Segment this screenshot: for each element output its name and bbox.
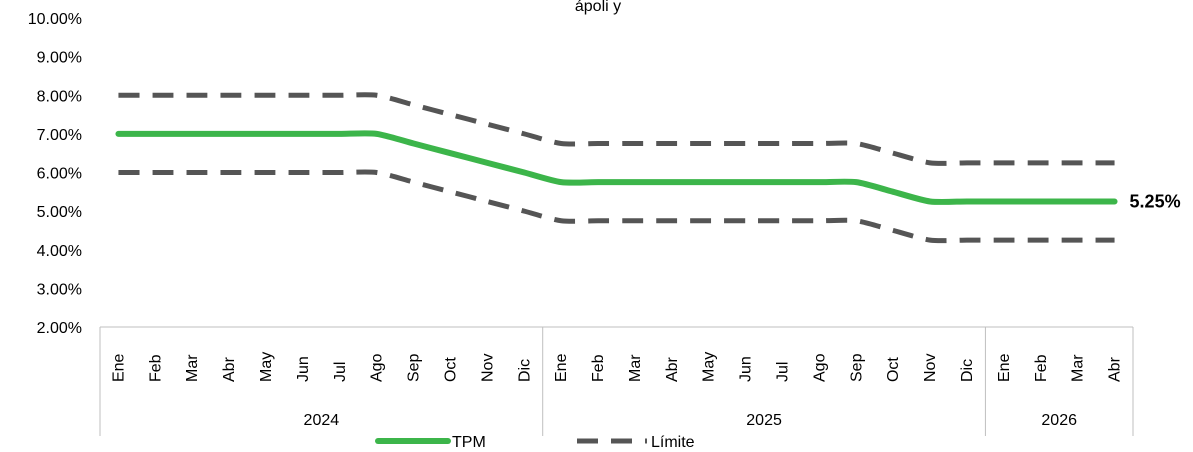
- series-group: 5.25%: [115, 92, 1181, 244]
- x-tick-label: Sep: [406, 353, 423, 382]
- last-value-label: 5.25%: [1130, 191, 1181, 211]
- series-line-limite: [118, 92, 1115, 166]
- x-axis: Ene Feb Mar Abr May Jun Jul Ago Sep Oct Nov Dic Ene F…: [99, 326, 1134, 436]
- y-tick-label: 9.00%: [37, 50, 82, 67]
- y-axis: 2.00% 3.00% 4.00% 5.00% 6.00% 7.00% 8.00% 9.00%…: [28, 11, 82, 337]
- x-tick-label: Feb: [590, 354, 607, 382]
- series-line-tpm: [115, 130, 1118, 205]
- x-tick-label: Ene: [110, 353, 127, 382]
- x-tick-label: Abr: [1107, 356, 1124, 382]
- y-tick-label: 3.00%: [37, 281, 82, 298]
- y-tick-label: 2.00%: [37, 320, 82, 337]
- year-label: 2025: [746, 412, 782, 429]
- x-tick-label: Jun: [295, 356, 312, 382]
- legend-label: TPM: [452, 434, 486, 451]
- x-tick-label: Nov: [479, 354, 496, 382]
- y-tick-label: 6.00%: [37, 166, 82, 183]
- x-tick-label: Jul: [775, 362, 792, 382]
- year-label: 2024: [304, 412, 340, 429]
- x-tick-label: Mar: [627, 354, 644, 382]
- x-tick-label: Abr: [221, 356, 238, 382]
- x-tick-label: Mar: [184, 354, 201, 382]
- y-tick-label: 4.00%: [37, 243, 82, 260]
- y-tick-label: 7.00%: [37, 127, 82, 144]
- y-tick-label: 5.00%: [37, 204, 82, 221]
- legend-label: Límite: [651, 434, 695, 451]
- x-tick-label: May: [701, 352, 718, 382]
- year-label: 2026: [1041, 412, 1077, 429]
- x-tick-label: Ene: [553, 353, 570, 382]
- x-tick-label: Jul: [332, 362, 349, 382]
- x-tick-label: Oct: [442, 357, 459, 382]
- x-tick-label: Feb: [147, 354, 164, 382]
- x-tick-label: Abr: [664, 356, 681, 382]
- chart-title-fragment: ápoli y: [575, 0, 621, 15]
- x-tick-label: Ago: [369, 353, 386, 382]
- x-tick-label: Ene: [996, 353, 1013, 382]
- x-tick-label: Sep: [848, 353, 865, 382]
- x-tick-label: May: [258, 352, 275, 382]
- x-tick-label: Ago: [811, 353, 828, 382]
- x-tick-label: Oct: [885, 357, 902, 382]
- x-tick-label: Dic: [959, 359, 976, 382]
- y-tick-label: 8.00%: [37, 88, 82, 105]
- x-tick-label: Nov: [922, 354, 939, 382]
- x-tick-label: Feb: [1033, 354, 1050, 382]
- x-tick-label: Jun: [738, 356, 755, 382]
- x-tick-label: Dic: [516, 359, 533, 382]
- legend: TPM Límite: [375, 434, 695, 451]
- y-tick-label: 10.00%: [28, 11, 82, 28]
- x-tick-label: Mar: [1070, 354, 1087, 382]
